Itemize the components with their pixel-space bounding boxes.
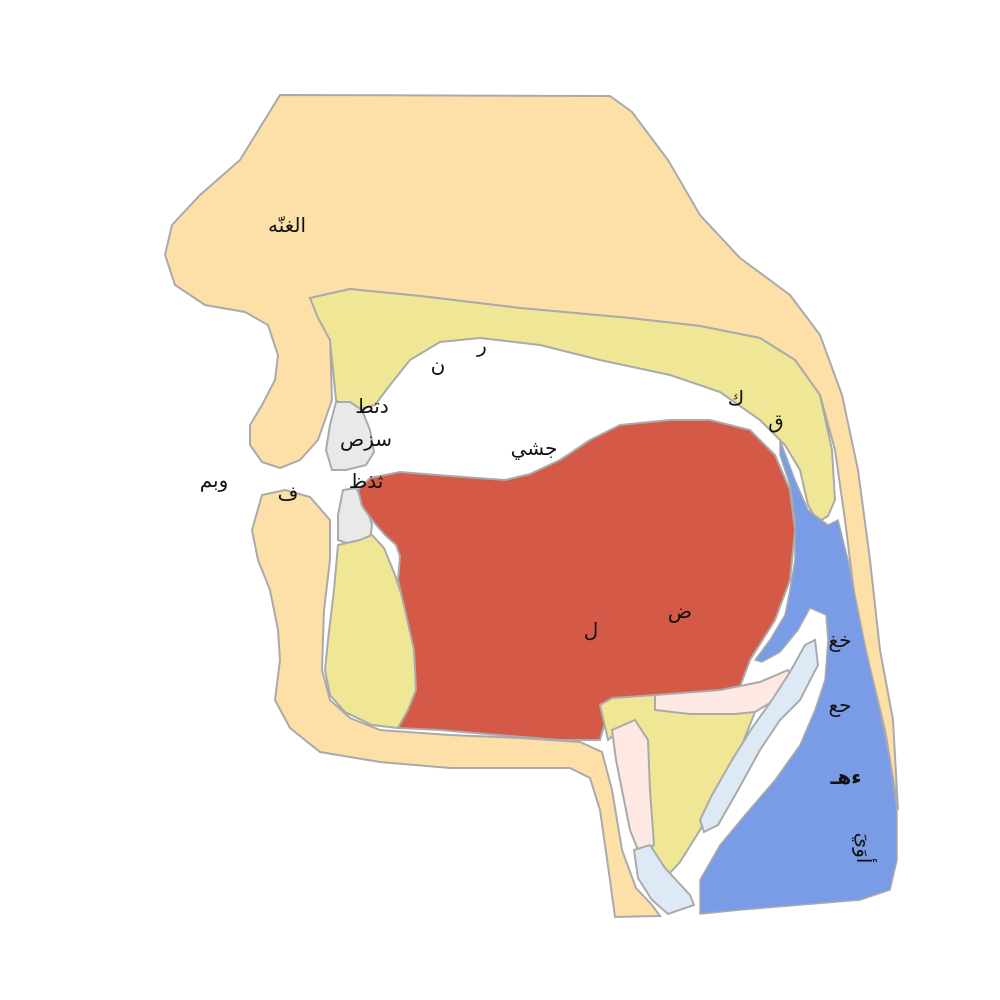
label-dental-szs: سزص bbox=[340, 427, 392, 451]
upper-tooth bbox=[324, 401, 376, 471]
label-labial: وبم bbox=[200, 468, 229, 492]
label-alveolar-r: ر bbox=[476, 333, 487, 357]
label-palatal: جشي bbox=[511, 436, 558, 461]
cricoid-cartilage bbox=[632, 843, 696, 916]
label-alveolar-n: ن bbox=[431, 353, 446, 377]
label-interdental: ثذظ bbox=[349, 469, 384, 493]
label-upper-pharynx: خغ bbox=[828, 628, 851, 652]
label-labiodental: ف bbox=[278, 481, 299, 505]
chin-skin-region bbox=[250, 488, 662, 919]
arytenoid-cartilage bbox=[698, 638, 820, 834]
label-vowels: أوَيَ bbox=[851, 833, 877, 864]
palate-region bbox=[308, 287, 837, 524]
label-uvular-q: ق bbox=[768, 409, 784, 433]
label-nasal: الغنّه bbox=[268, 213, 306, 237]
label-velar-k: ك bbox=[728, 386, 744, 410]
label-mid-pharynx: حع bbox=[828, 693, 851, 717]
pharynx-region bbox=[699, 439, 898, 915]
label-glottal: ءهـ bbox=[830, 765, 862, 789]
label-lateral: ل bbox=[584, 618, 599, 642]
label-dad: ض bbox=[668, 599, 692, 623]
label-dental-dtt: دتط bbox=[355, 394, 388, 418]
